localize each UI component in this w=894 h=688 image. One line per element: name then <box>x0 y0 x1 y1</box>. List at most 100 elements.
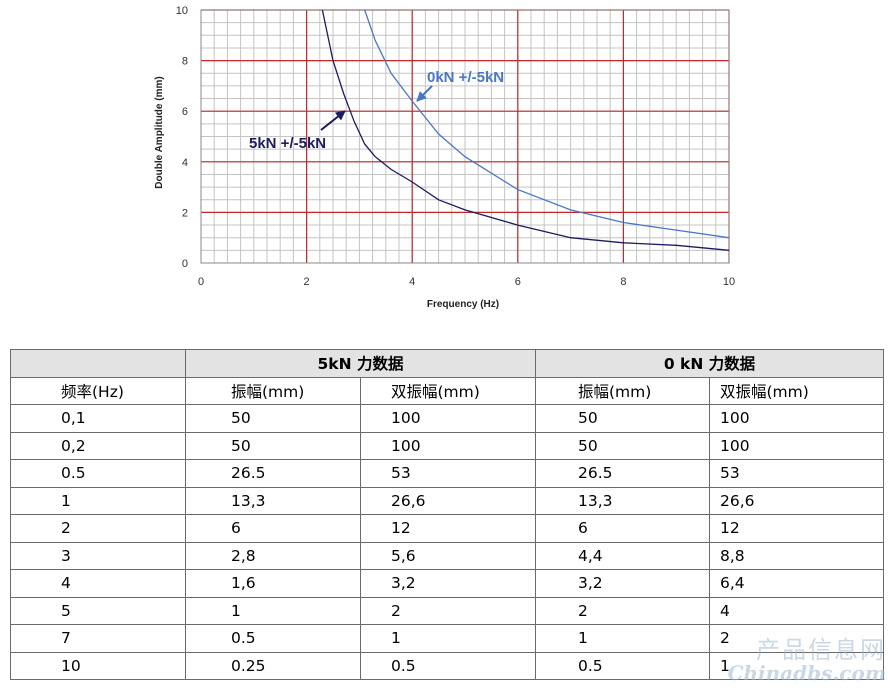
cell-double-amplitude-0kn: 8,8 <box>708 541 885 570</box>
cell-amplitude-5kn: 0.25 <box>185 651 361 680</box>
group-header-blank <box>10 349 186 378</box>
x-tick-label: 6 <box>515 276 521 288</box>
table-body: 0,1 50 100 50 100 0,2 50 100 50 100 0.5 26.5 53 26.5 5… <box>10 404 885 680</box>
series-line-5kn <box>321 9 730 251</box>
x-tick-label: 2 <box>304 276 310 288</box>
x-tick-label: 8 <box>620 276 626 288</box>
x-axis-label: Frequency (Hz) <box>427 299 499 310</box>
cell-amplitude-0kn: 6 <box>535 514 710 543</box>
x-tick-label: 0 <box>198 276 204 288</box>
annotation-arrow <box>320 110 346 131</box>
cell-frequency: 10 <box>10 651 186 680</box>
col-header-frequency: 频率(Hz) <box>10 376 186 405</box>
cell-double-amplitude-5kn: 12 <box>360 514 536 543</box>
cell-double-amplitude-0kn: 53 <box>708 459 885 488</box>
y-tick-label: 4 <box>182 157 188 169</box>
table-column-header-row: 频率(Hz) 振幅(mm) 双振幅(mm) 振幅(mm) 双振幅(mm) <box>10 376 885 405</box>
cell-double-amplitude-0kn: 12 <box>708 514 885 543</box>
table-row: 1 13,3 26,6 13,3 26,6 <box>10 486 885 515</box>
watermark-site: Chinadbs.com <box>727 661 886 685</box>
cell-double-amplitude-0kn: 26,6 <box>708 486 885 515</box>
plot-frame <box>200 9 730 264</box>
y-tick-label: 2 <box>182 207 188 219</box>
cell-amplitude-0kn: 13,3 <box>535 486 710 515</box>
cell-amplitude-0kn: 26.5 <box>535 459 710 488</box>
table-row: 3 2,8 5,6 4,4 8,8 <box>10 541 885 570</box>
cell-double-amplitude-5kn: 5,6 <box>360 541 536 570</box>
cell-frequency: 1 <box>10 486 186 515</box>
col-header-double-amplitude-5kn: 双振幅(mm) <box>360 376 536 405</box>
table-group-header-row: 5kN 力数据 0 kN 力数据 <box>10 349 885 378</box>
cell-double-amplitude-0kn: 2 <box>708 624 885 653</box>
x-tick-label: 4 <box>409 276 415 288</box>
cell-frequency: 4 <box>10 569 186 598</box>
table-row: 10 0.25 0.5 0.5 1 <box>10 651 885 680</box>
table-row: 7 0.5 1 1 2 <box>10 624 885 653</box>
table-row: 0,2 50 100 50 100 <box>10 431 885 460</box>
watermark: 产品信息网 Chinadbs.com <box>727 635 886 685</box>
tick-labels: 0 2 4 6 8 10 0 2 4 6 8 10 <box>176 5 735 288</box>
cell-amplitude-5kn: 13,3 <box>185 486 361 515</box>
cell-amplitude-5kn: 50 <box>185 404 361 433</box>
cell-amplitude-0kn: 0.5 <box>535 651 710 680</box>
y-axis-label: Double Amplitude (mm) <box>154 76 165 188</box>
cell-double-amplitude-5kn: 100 <box>360 431 536 460</box>
y-tick-label: 10 <box>176 5 188 17</box>
cell-amplitude-0kn: 3,2 <box>535 569 710 598</box>
cell-amplitude-5kn: 1 <box>185 596 361 625</box>
col-header-amplitude-0kn: 振幅(mm) <box>535 376 710 405</box>
cell-double-amplitude-0kn: 100 <box>708 431 885 460</box>
series-line-0kn <box>364 9 730 239</box>
cell-amplitude-0kn: 50 <box>535 404 710 433</box>
y-tick-label: 8 <box>182 56 188 68</box>
minor-gridlines <box>200 9 730 264</box>
cell-amplitude-5kn: 0.5 <box>185 624 361 653</box>
cell-double-amplitude-0kn: 4 <box>708 596 885 625</box>
annotation-label: 5kN +/-5kN <box>249 135 326 152</box>
group-header-0kn: 0 kN 力数据 <box>534 349 885 378</box>
cell-amplitude-0kn: 4,4 <box>535 541 710 570</box>
x-tick-label: 10 <box>723 276 735 288</box>
cell-amplitude-0kn: 2 <box>535 596 710 625</box>
cell-double-amplitude-5kn: 3,2 <box>360 569 536 598</box>
cell-frequency: 0.5 <box>10 459 186 488</box>
cell-amplitude-5kn: 50 <box>185 431 361 460</box>
cell-double-amplitude-5kn: 2 <box>360 596 536 625</box>
cell-frequency: 5 <box>10 596 186 625</box>
cell-amplitude-5kn: 26.5 <box>185 459 361 488</box>
annotation-label: 0kN +/-5kN <box>427 69 504 86</box>
cell-frequency: 0,1 <box>10 404 186 433</box>
col-header-amplitude-5kn: 振幅(mm) <box>185 376 361 405</box>
frequency-amplitude-chart: 0 2 4 6 8 10 0 2 4 6 8 10 Frequency (Hz) Double Amp… <box>154 5 735 310</box>
annotations: 0kN +/-5kN 5kN +/-5kN <box>249 69 504 152</box>
cell-frequency: 2 <box>10 514 186 543</box>
y-tick-label: 6 <box>182 106 188 118</box>
watermark-chinese: 产品信息网 <box>756 635 886 664</box>
cell-frequency: 7 <box>10 624 186 653</box>
cell-frequency: 0,2 <box>10 431 186 460</box>
table-row: 4 1,6 3,2 3,2 6,4 <box>10 569 885 598</box>
cell-frequency: 3 <box>10 541 186 570</box>
table-row: 0.5 26.5 53 26.5 53 <box>10 459 885 488</box>
amplitude-data-table: 5kN 力数据 0 kN 力数据 频率(Hz) 振幅(mm) 双振幅(mm) 振… <box>10 349 885 680</box>
cell-double-amplitude-5kn: 100 <box>360 404 536 433</box>
cell-amplitude-5kn: 2,8 <box>185 541 361 570</box>
cell-double-amplitude-0kn: 6,4 <box>708 569 885 598</box>
cell-double-amplitude-5kn: 0.5 <box>360 651 536 680</box>
cell-double-amplitude-0kn: 1 <box>708 651 885 680</box>
cell-double-amplitude-5kn: 53 <box>360 459 536 488</box>
cell-double-amplitude-5kn: 26,6 <box>360 486 536 515</box>
cell-amplitude-5kn: 6 <box>185 514 361 543</box>
group-header-5kn: 5kN 力数据 <box>185 349 536 378</box>
table-row: 2 6 12 6 12 <box>10 514 885 543</box>
series-layer <box>321 9 730 251</box>
cell-amplitude-5kn: 1,6 <box>185 569 361 598</box>
col-header-double-amplitude-0kn: 双振幅(mm) <box>708 376 885 405</box>
cell-double-amplitude-0kn: 100 <box>708 404 885 433</box>
table-row: 0,1 50 100 50 100 <box>10 404 885 433</box>
cell-amplitude-0kn: 1 <box>535 624 710 653</box>
cell-amplitude-0kn: 50 <box>535 431 710 460</box>
cell-double-amplitude-5kn: 1 <box>360 624 536 653</box>
annotation-arrow <box>416 85 433 102</box>
